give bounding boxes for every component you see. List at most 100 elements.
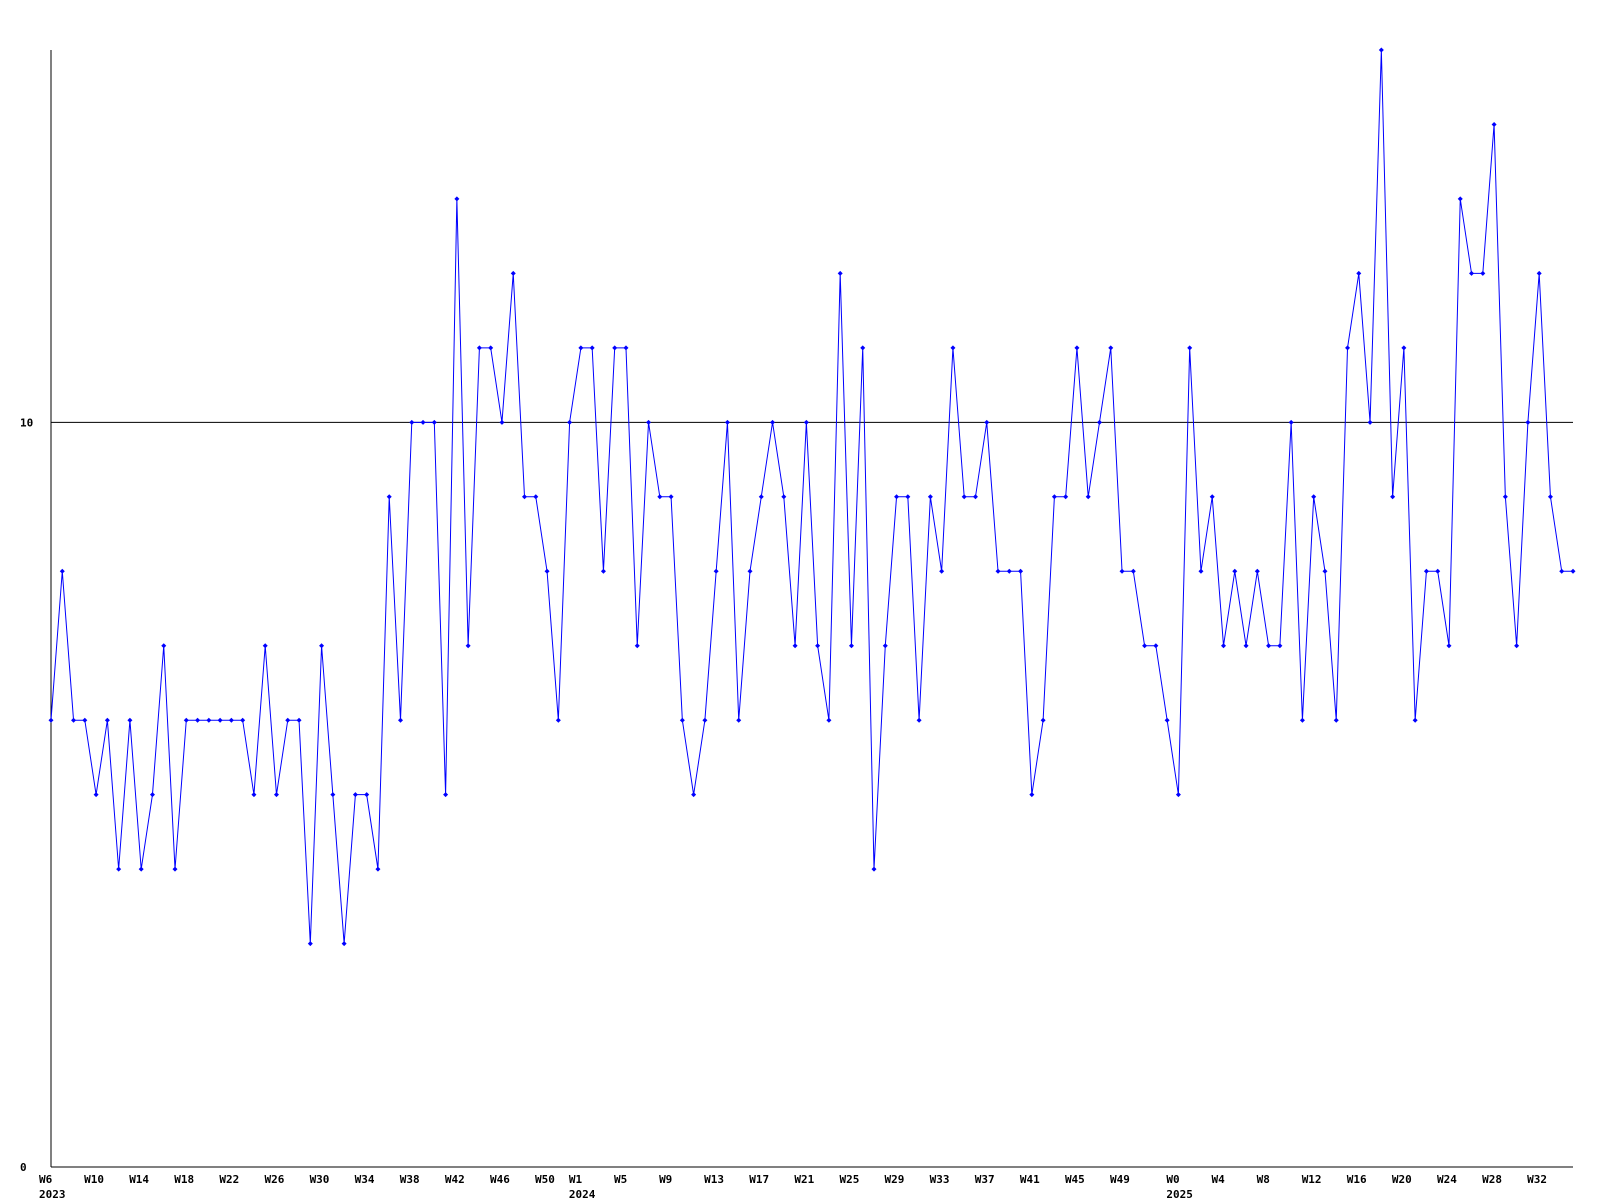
y-tick-label: 10: [20, 416, 33, 429]
x-tick-label: W32: [1527, 1173, 1547, 1186]
point-marker: [1514, 643, 1520, 649]
point-marker: [860, 345, 866, 351]
point-marker: [195, 717, 201, 723]
x-tick-label: W6: [39, 1173, 53, 1186]
x-tick-label: W5: [614, 1173, 627, 1186]
point-marker: [319, 643, 325, 649]
point-marker: [183, 717, 189, 723]
point-marker: [1457, 196, 1463, 202]
point-marker: [1502, 494, 1508, 500]
x-tick-label: W0: [1166, 1173, 1179, 1186]
point-marker: [262, 643, 268, 649]
point-marker: [1570, 568, 1576, 574]
x-tick-label: W24: [1437, 1173, 1457, 1186]
point-marker: [1153, 643, 1159, 649]
point-marker: [623, 345, 629, 351]
point-marker: [612, 345, 618, 351]
x-tick-label: W34: [355, 1173, 375, 1186]
point-marker: [1051, 494, 1057, 500]
x-tick-label: W28: [1482, 1173, 1502, 1186]
point-marker: [1130, 568, 1136, 574]
point-marker: [1367, 419, 1373, 425]
x-tick-label: W14: [129, 1173, 149, 1186]
point-marker: [770, 419, 776, 425]
point-marker: [1547, 494, 1553, 500]
x-tick-label: W42: [445, 1173, 465, 1186]
point-marker: [59, 568, 65, 574]
point-marker: [116, 866, 122, 872]
point-marker: [161, 643, 167, 649]
point-marker: [1029, 792, 1035, 798]
x-tick-label: W25: [839, 1173, 859, 1186]
point-marker: [1063, 494, 1069, 500]
point-marker: [1412, 717, 1418, 723]
point-marker: [1423, 568, 1429, 574]
point-marker: [1266, 643, 1272, 649]
point-marker: [736, 717, 742, 723]
point-marker: [1085, 494, 1091, 500]
point-marker: [871, 866, 877, 872]
point-marker: [758, 494, 764, 500]
point-marker: [465, 643, 471, 649]
x-tick-label: W41: [1020, 1173, 1040, 1186]
point-marker: [251, 792, 257, 798]
point-marker: [420, 419, 426, 425]
point-marker: [1378, 47, 1384, 53]
x-tick-label: W26: [264, 1173, 284, 1186]
x-tick-label: W45: [1065, 1173, 1085, 1186]
point-marker: [1536, 270, 1542, 276]
x-tick-label: W37: [975, 1173, 995, 1186]
point-marker: [1006, 568, 1012, 574]
point-marker: [600, 568, 606, 574]
point-marker: [1040, 717, 1046, 723]
point-marker: [228, 717, 234, 723]
point-marker: [634, 643, 640, 649]
point-marker: [555, 717, 561, 723]
point-marker: [1311, 494, 1317, 500]
point-marker: [1198, 568, 1204, 574]
point-marker: [488, 345, 494, 351]
point-marker: [1096, 419, 1102, 425]
point-marker: [803, 419, 809, 425]
point-marker: [950, 345, 956, 351]
point-marker: [916, 717, 922, 723]
point-marker: [1108, 345, 1114, 351]
point-marker: [138, 866, 144, 872]
point-marker: [476, 345, 482, 351]
point-marker: [443, 792, 449, 798]
point-marker: [217, 717, 223, 723]
point-marker: [1018, 568, 1024, 574]
point-marker: [646, 419, 652, 425]
point-marker: [702, 717, 708, 723]
x-tick-label: W46: [490, 1173, 510, 1186]
point-marker: [1119, 568, 1125, 574]
point-marker: [792, 643, 798, 649]
point-marker: [522, 494, 528, 500]
point-marker: [352, 792, 358, 798]
point-marker: [1446, 643, 1452, 649]
point-marker: [1345, 345, 1351, 351]
x-tick-label: W1: [569, 1173, 583, 1186]
x-tick-label: W20: [1392, 1173, 1412, 1186]
point-marker: [1209, 494, 1215, 500]
point-marker: [1142, 643, 1148, 649]
point-marker: [397, 717, 403, 723]
x-tick-label: W21: [794, 1173, 814, 1186]
point-marker: [1074, 345, 1080, 351]
point-marker: [431, 419, 437, 425]
point-marker: [454, 196, 460, 202]
x-tick-label: W38: [400, 1173, 420, 1186]
point-marker: [386, 494, 392, 500]
point-marker: [1333, 717, 1339, 723]
point-marker: [1401, 345, 1407, 351]
point-marker: [273, 792, 279, 798]
point-marker: [815, 643, 821, 649]
series-line: [50, 49, 1573, 944]
point-marker: [1243, 643, 1249, 649]
point-marker: [1277, 643, 1283, 649]
point-marker: [1390, 494, 1396, 500]
point-marker: [544, 568, 550, 574]
point-marker: [93, 792, 99, 798]
y-tick-label: 0: [20, 1161, 27, 1174]
point-marker: [589, 345, 595, 351]
